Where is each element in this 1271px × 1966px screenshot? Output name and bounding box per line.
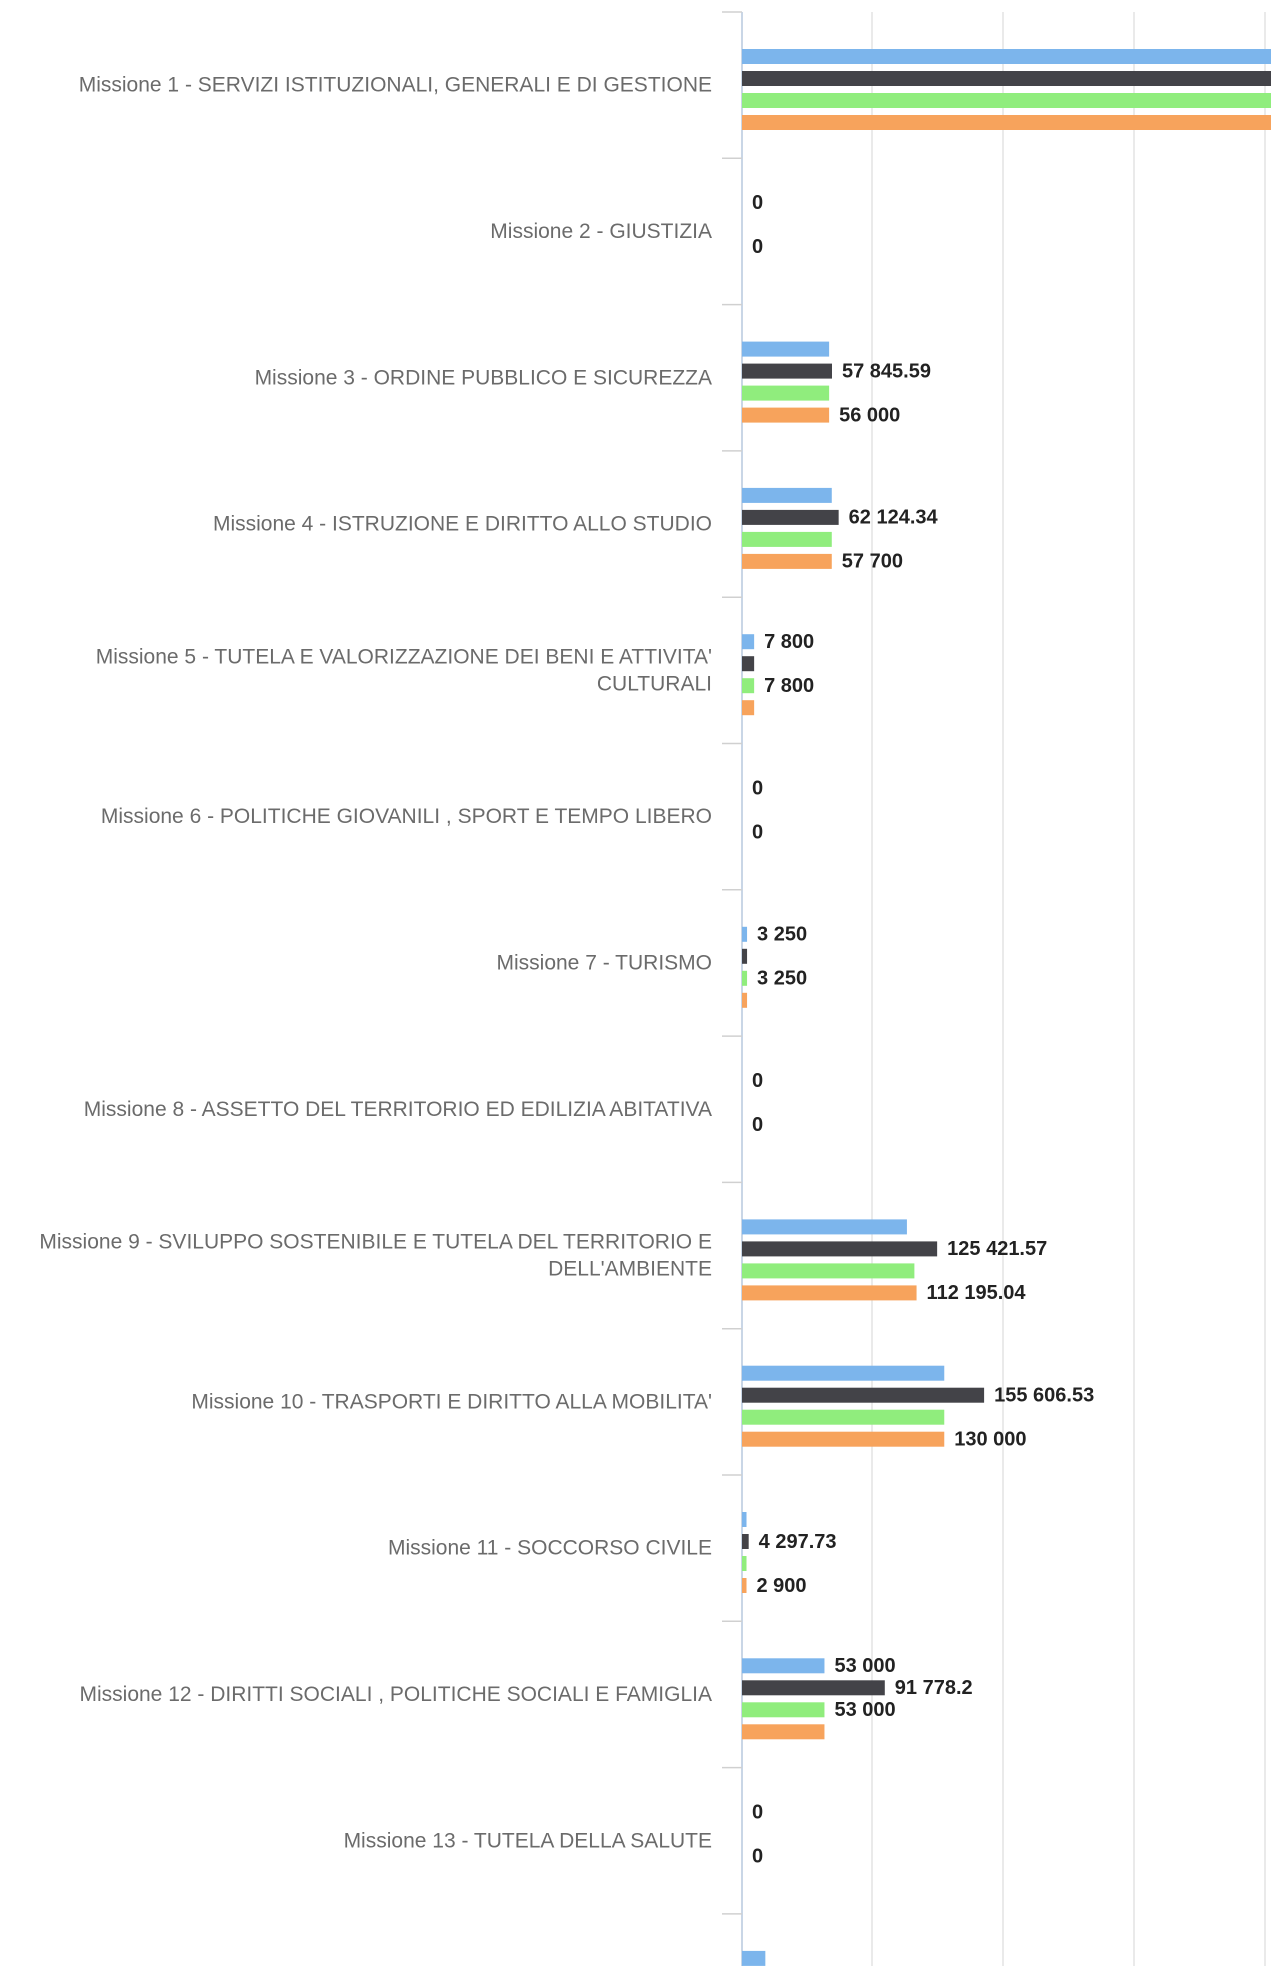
bar-mission-9-series-3 <box>742 1263 915 1279</box>
data-label: 7 800 <box>764 675 814 697</box>
bar-mission-3-series-1 <box>742 341 830 357</box>
category-label: Missione 3 - ORDINE PUBBLICO E SICUREZZA <box>255 366 712 389</box>
data-label: 0 <box>752 821 763 843</box>
bar-mission-1-series-1 <box>742 49 1271 64</box>
bar-mission-1-series-2 <box>742 71 1271 86</box>
data-label: 155 606.53 <box>994 1384 1094 1406</box>
data-label: 57 700 <box>842 551 903 573</box>
bar-mission-1-series-3 <box>742 93 1271 108</box>
bar-mission-5-series-3 <box>742 678 755 694</box>
bar-mission-1-series-4 <box>742 115 1271 130</box>
data-label: 62 124.34 <box>849 507 939 529</box>
bar-mission-9-series-4 <box>742 1285 917 1301</box>
data-label: 53 000 <box>834 1699 895 1721</box>
bar-mission-7-series-3 <box>742 970 748 986</box>
bar-mission-10-series-2 <box>742 1387 985 1403</box>
bar-mission-4-series-4 <box>742 553 832 569</box>
data-label-layer: 0 0 57 845.59 56 000 62 124.34 57 700 7 800 7 8… <box>752 192 1094 1867</box>
bar-mission-9-series-2 <box>742 1241 938 1257</box>
bar-mission-3-series-2 <box>742 363 833 379</box>
bar-mission-12-series-3 <box>742 1702 825 1718</box>
data-label: 130 000 <box>954 1428 1026 1450</box>
bar-mission-9-series-1 <box>742 1219 907 1235</box>
category-label: Missione 10 - TRASPORTI E DIRITTO ALLA M… <box>191 1390 712 1413</box>
bar-mission-4-series-2 <box>742 509 839 525</box>
data-label: 53 000 <box>834 1655 895 1677</box>
grid-layer <box>722 11 1266 1966</box>
category-label: Missione 7 - TURISMO <box>497 951 713 974</box>
bar-mission-3-series-4 <box>742 407 830 423</box>
data-label: 125 421.57 <box>947 1238 1047 1260</box>
category-label: Missione 13 - TUTELA DELLA SALUTE <box>344 1829 712 1852</box>
data-label: 3 250 <box>757 968 807 990</box>
bar-mission-14-series-1 <box>742 1950 766 1966</box>
data-label: 0 <box>752 777 763 799</box>
category-label: Missione 2 - GIUSTIZIA <box>490 220 712 243</box>
data-label: 0 <box>752 1070 763 1092</box>
bar-mission-5-series-2 <box>742 656 755 672</box>
category-label: DELL'AMBIENTE <box>548 1258 712 1281</box>
category-label: Missione 6 - POLITICHE GIOVANILI , SPORT… <box>101 805 712 828</box>
category-label-layer: Missione 1 - SERVIZI ISTITUZIONALI, GENE… <box>39 74 712 1853</box>
bar-mission-4-series-1 <box>742 487 832 503</box>
bar-mission-11-series-1 <box>742 1512 747 1527</box>
bar-mission-4-series-3 <box>742 531 832 547</box>
category-label: Missione 1 - SERVIZI ISTITUZIONALI, GENE… <box>79 74 712 97</box>
bar-mission-7-series-1 <box>742 926 748 942</box>
bar-mission-7-series-2 <box>742 948 748 964</box>
data-label: 112 195.04 <box>927 1282 1027 1304</box>
bar-mission-11-series-2 <box>742 1534 749 1549</box>
bar-mission-5-series-1 <box>742 634 755 650</box>
category-label: Missione 12 - DIRITTI SOCIALI , POLITICH… <box>80 1683 713 1706</box>
bar-mission-10-series-4 <box>742 1431 945 1447</box>
category-label: Missione 8 - ASSETTO DEL TERRITORIO ED E… <box>84 1098 712 1121</box>
data-label: 4 297.73 <box>759 1531 837 1553</box>
data-label: 0 <box>752 1801 763 1823</box>
data-label: 57 845.59 <box>842 360 931 382</box>
bar-mission-11-series-3 <box>742 1556 747 1571</box>
category-label: Missione 9 - SVILUPPO SOSTENIBILE E TUTE… <box>39 1231 712 1254</box>
category-label: Missione 11 - SOCCORSO CIVILE <box>388 1537 712 1560</box>
bar-mission-10-series-1 <box>742 1365 945 1381</box>
bar-mission-10-series-3 <box>742 1409 945 1425</box>
data-label: 0 <box>752 1114 763 1136</box>
data-label: 7 800 <box>764 631 814 653</box>
data-label: 2 900 <box>757 1575 807 1597</box>
data-label: 91 778.2 <box>895 1677 973 1699</box>
bar-mission-5-series-4 <box>742 700 755 716</box>
bar-mission-3-series-3 <box>742 385 830 401</box>
bar-mission-12-series-1 <box>742 1658 825 1674</box>
bar-mission-12-series-4 <box>742 1724 825 1740</box>
bar-mission-7-series-4 <box>742 992 748 1008</box>
category-label: Missione 4 - ISTRUZIONE E DIRITTO ALLO S… <box>213 513 712 536</box>
data-label: 3 250 <box>757 924 807 946</box>
category-label: Missione 5 - TUTELA E VALORIZZAZIONE DEI… <box>96 645 712 668</box>
data-label: 0 <box>752 192 763 214</box>
bar-mission-11-series-4 <box>742 1578 747 1593</box>
bar-mission-12-series-2 <box>742 1680 885 1696</box>
category-label: CULTURALI <box>597 672 712 695</box>
bar-layer <box>742 49 1271 1966</box>
data-label: 0 <box>752 1845 763 1867</box>
data-label: 56 000 <box>839 404 900 426</box>
data-label: 0 <box>752 236 763 258</box>
